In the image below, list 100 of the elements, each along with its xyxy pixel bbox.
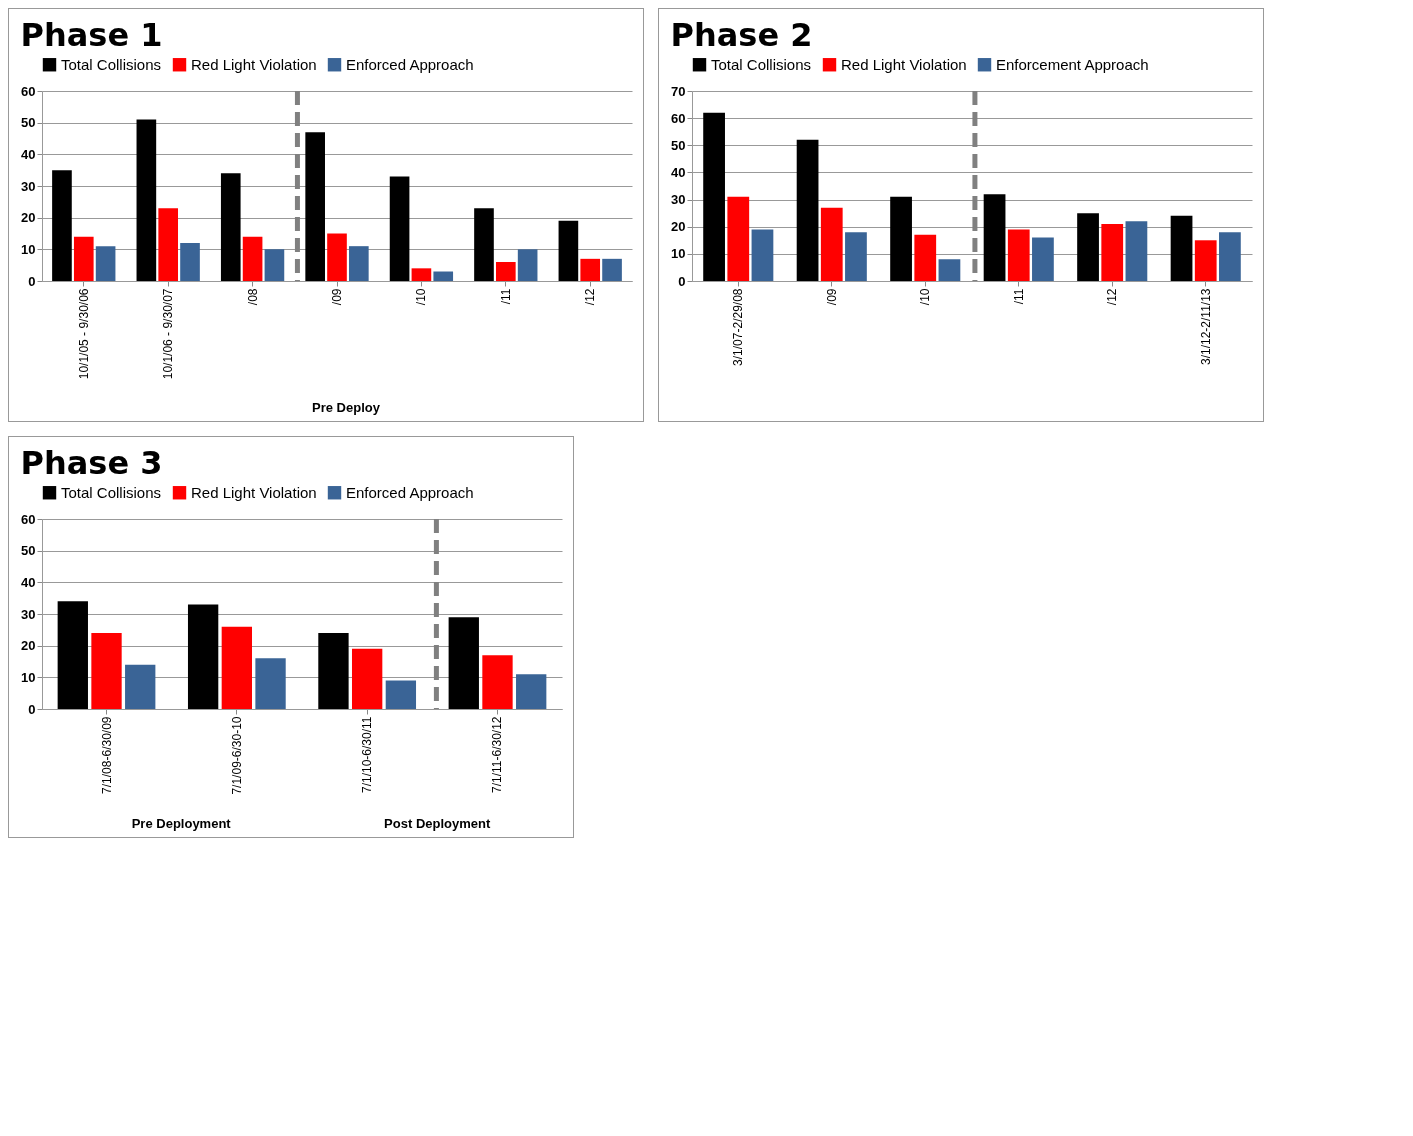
bar bbox=[602, 258, 622, 281]
bar bbox=[385, 680, 417, 709]
chart-title: Phase 2 bbox=[670, 16, 813, 54]
bar bbox=[890, 196, 912, 281]
text: Pre Deployment bbox=[131, 816, 231, 831]
bar bbox=[1077, 213, 1099, 281]
y-tick-label: 0 bbox=[678, 273, 686, 289]
bar bbox=[1170, 215, 1193, 281]
bar bbox=[73, 236, 94, 281]
x-tick-label: 3/1/07-2/29/08 bbox=[731, 288, 746, 366]
y-tick-label: 50 bbox=[671, 137, 686, 153]
bar bbox=[727, 196, 750, 281]
y-tick-label: 40 bbox=[21, 574, 36, 590]
bar bbox=[255, 658, 286, 709]
bar bbox=[1101, 224, 1124, 281]
bar bbox=[389, 176, 410, 281]
bar bbox=[305, 132, 325, 281]
x-tick-label: /10 bbox=[414, 288, 429, 306]
y-tick-label: 30 bbox=[671, 192, 686, 208]
bar bbox=[242, 236, 263, 281]
bar bbox=[796, 139, 819, 281]
bar bbox=[448, 617, 479, 709]
bar bbox=[180, 243, 200, 281]
bar bbox=[349, 246, 369, 281]
legend-label: Enforcement Approach bbox=[996, 55, 1149, 73]
bar bbox=[411, 268, 432, 281]
x-tick-label: 10/1/05 - 9/30/06 bbox=[76, 288, 91, 380]
bar bbox=[220, 173, 241, 281]
bar bbox=[1219, 232, 1241, 281]
x-tick-label: /09 bbox=[824, 288, 839, 306]
bar bbox=[983, 194, 1006, 281]
y-tick-label: 20 bbox=[671, 219, 686, 235]
legend-label: Enforced Approach bbox=[346, 55, 474, 73]
legend-label: Total Collisions bbox=[61, 483, 162, 501]
legend-label: Red Light Violation bbox=[191, 483, 317, 501]
bar bbox=[136, 119, 157, 281]
y-tick-label: 70 bbox=[671, 83, 686, 99]
chart-title: Phase 3 bbox=[20, 444, 163, 482]
legend-label: Enforced Approach bbox=[346, 483, 474, 501]
y-tick-label: 50 bbox=[21, 543, 36, 559]
bar bbox=[221, 626, 252, 709]
x-tick-label: 3/1/12-2/11/13 bbox=[1198, 288, 1213, 366]
y-tick-label: 40 bbox=[21, 146, 36, 162]
chart-title: Phase 1 bbox=[20, 16, 163, 54]
bar bbox=[91, 633, 122, 709]
bar bbox=[1032, 237, 1054, 281]
bar bbox=[516, 674, 547, 709]
legend-label: Total Collisions bbox=[711, 55, 812, 73]
bar bbox=[845, 232, 867, 281]
bar bbox=[914, 234, 937, 281]
bar bbox=[517, 249, 538, 281]
bar bbox=[703, 112, 725, 281]
x-tick-label: /11 bbox=[498, 288, 513, 305]
text: Post Deployment bbox=[384, 816, 491, 831]
y-tick-label: 40 bbox=[671, 164, 686, 180]
bar bbox=[52, 170, 72, 281]
y-tick-label: 60 bbox=[21, 511, 36, 527]
bar bbox=[751, 229, 774, 281]
bar bbox=[158, 208, 179, 281]
x-tick-label: 7/1/09-6/30-10 bbox=[229, 716, 244, 795]
bar bbox=[1007, 229, 1030, 281]
y-tick-label: 20 bbox=[21, 210, 36, 226]
bar bbox=[264, 249, 285, 281]
y-tick-label: 10 bbox=[21, 241, 36, 257]
bar bbox=[495, 262, 516, 281]
x-tick-label: 7/1/11-6/30/12 bbox=[490, 716, 505, 794]
legend-label: Total Collisions bbox=[61, 55, 162, 73]
legend-label: Red Light Violation bbox=[191, 55, 317, 73]
bar bbox=[1194, 240, 1217, 281]
y-tick-label: 0 bbox=[28, 701, 36, 717]
bar bbox=[187, 604, 219, 709]
y-tick-label: 20 bbox=[21, 638, 36, 654]
bar bbox=[95, 246, 116, 281]
bar bbox=[327, 233, 347, 281]
x-tick-label: /09 bbox=[330, 288, 344, 306]
x-tick-label: /12 bbox=[583, 288, 598, 306]
text: Pre Deploy bbox=[312, 400, 380, 415]
x-tick-label: 7/1/08-6/30/09 bbox=[99, 716, 114, 794]
x-tick-label: /11 bbox=[1011, 288, 1026, 305]
bar bbox=[1125, 221, 1148, 281]
y-tick-label: 60 bbox=[21, 83, 36, 99]
bar bbox=[482, 655, 513, 709]
bar bbox=[474, 208, 494, 281]
x-tick-label: /10 bbox=[918, 288, 933, 306]
y-tick-label: 10 bbox=[21, 669, 36, 685]
bar bbox=[558, 220, 579, 281]
y-tick-label: 0 bbox=[28, 273, 36, 289]
y-tick-label: 60 bbox=[671, 110, 686, 126]
bar bbox=[580, 258, 601, 281]
y-tick-label: 30 bbox=[21, 178, 36, 194]
x-tick-label: /08 bbox=[245, 288, 260, 306]
bar bbox=[820, 207, 843, 281]
x-tick-label: /12 bbox=[1105, 288, 1120, 306]
x-tick-label: 7/1/10-6/30/11 bbox=[360, 716, 375, 794]
y-tick-label: 50 bbox=[21, 115, 36, 131]
bar bbox=[938, 259, 961, 281]
x-tick-label: 10/1/06 - 9/30/07 bbox=[161, 288, 176, 380]
bar bbox=[352, 648, 383, 709]
legend-label: Red Light Violation bbox=[841, 55, 967, 73]
bar bbox=[433, 271, 454, 281]
